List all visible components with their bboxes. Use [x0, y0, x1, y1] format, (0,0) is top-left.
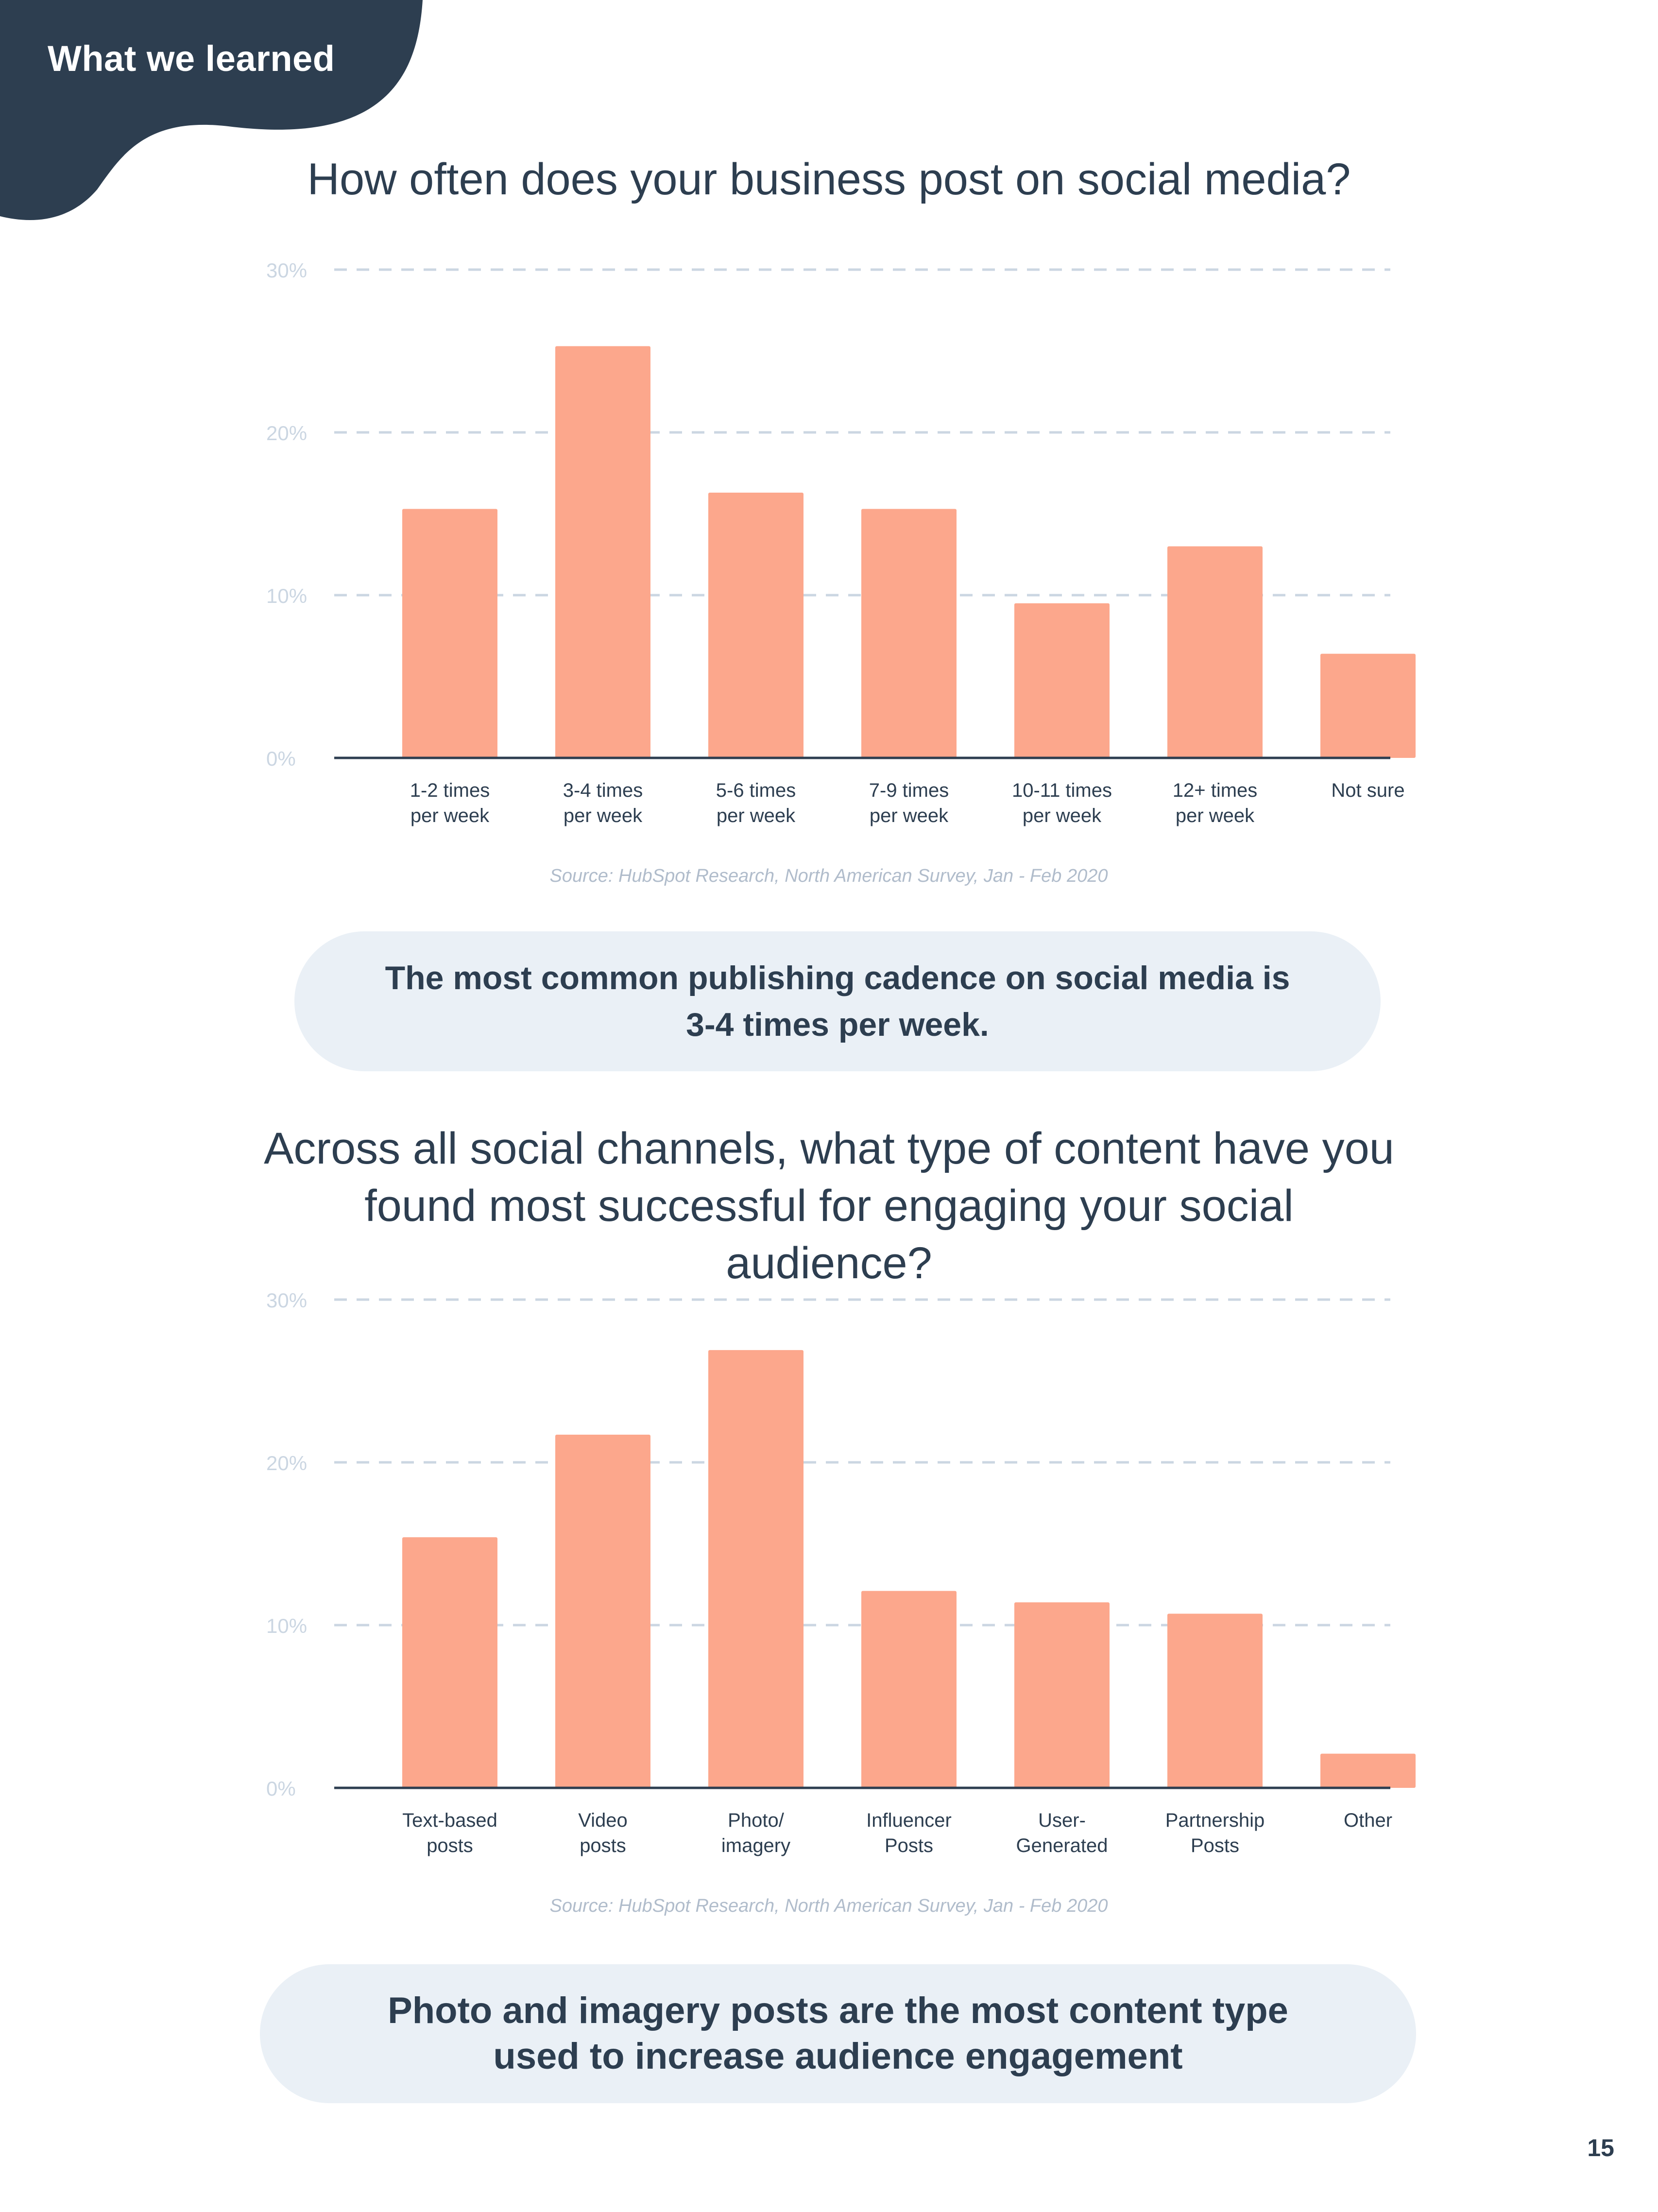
chart-1-source: Source: HubSpot Research, North American…: [550, 866, 1108, 886]
section-label: What we learned: [48, 38, 335, 79]
chart-2-xtick-label: Photo/: [728, 1810, 785, 1831]
chart-2-title-text: Across all social channels, what type of…: [264, 1124, 1394, 1288]
chart-1-bar: [555, 346, 650, 758]
callout-1: The most common publishing cadence on so…: [294, 931, 1381, 1071]
chart-1-xtick-label: 3-4 times: [563, 780, 643, 801]
chart-1-xtick-label: per week: [1176, 805, 1255, 826]
chart-2-bar: [861, 1591, 957, 1788]
chart-2-xtick-label: posts: [427, 1835, 473, 1856]
callout-1-text: The most common publishing cadence on so…: [385, 960, 1290, 1043]
callout-2-text: Photo and imagery posts are the most con…: [388, 1990, 1288, 2077]
chart-1-title: How often does your business post on soc…: [307, 154, 1351, 204]
callout-2: Photo and imagery posts are the most con…: [260, 1964, 1416, 2103]
chart-2-source: Source: HubSpot Research, North American…: [550, 1896, 1108, 1916]
chart-1-xtick-label: 5-6 times: [716, 780, 796, 801]
chart-2-bar: [1014, 1602, 1110, 1788]
page-number: 15: [1587, 2134, 1614, 2161]
chart-2-title: Across all social channels, what type of…: [0, 1120, 1658, 1292]
chart-2-bar: [1320, 1753, 1416, 1788]
chart-2-ytick-label: 20%: [266, 1452, 307, 1475]
chart-1-bar: [1167, 546, 1263, 758]
corner-blob-shape: [0, 0, 423, 220]
chart-1-xtick-label: per week: [1023, 805, 1102, 826]
chart-1-svg: 0% 10% 20% 30% 1-2 times per week 3-4 times per…: [266, 259, 1416, 886]
chart-2-xtick-label: Text-based: [402, 1810, 497, 1831]
chart-1-ytick-label: 0%: [266, 747, 296, 770]
chart-1-ytick-label: 30%: [266, 259, 307, 282]
chart-1-xtick-label: 7-9 times: [869, 780, 949, 801]
chart-2-xtick-label: Partnership: [1165, 1810, 1265, 1831]
chart-1-xtick-label: Not sure: [1331, 780, 1404, 801]
chart-2-xtick-label: posts: [580, 1835, 626, 1856]
chart-2-xtick-label: Posts: [1191, 1835, 1239, 1856]
chart-2-bar: [708, 1350, 803, 1788]
chart-2-bar: [1167, 1613, 1263, 1788]
chart-2-xtick-label: Generated: [1016, 1835, 1108, 1856]
chart-2-xtick-label: Other: [1344, 1810, 1392, 1831]
chart-1-xtick-label: per week: [870, 805, 949, 826]
chart-2-ytick-label: 0%: [266, 1777, 296, 1800]
chart-2-bar: [402, 1537, 497, 1788]
chart-1-bar: [1014, 603, 1110, 758]
chart-1-bar: [1320, 653, 1416, 758]
chart-1-xtick-label: per week: [564, 805, 643, 826]
chart-2: 0% 10% 20% 30% Text-based posts Video posts Phot…: [0, 1283, 1658, 1972]
chart-1-bar: [402, 509, 497, 758]
chart-2-xtick-label: User-: [1038, 1810, 1086, 1831]
chart-1-xtick-label: per week: [717, 805, 796, 826]
chart-2-xtick-label: Video: [578, 1810, 628, 1831]
chart-1-xtick-label: 1-2 times: [410, 780, 490, 801]
chart-1-bar: [861, 509, 957, 758]
chart-2-svg: 0% 10% 20% 30% Text-based posts Video posts Phot…: [266, 1289, 1416, 1916]
chart-2-bar: [555, 1435, 650, 1788]
chart-1-xtick-label: per week: [410, 805, 490, 826]
chart-1: 0% 10% 20% 30% 1-2 times per week 3-4 times per…: [0, 253, 1658, 943]
chart-2-ytick-label: 30%: [266, 1289, 307, 1312]
chart-2-ytick-label: 10%: [266, 1614, 307, 1637]
chart-2-xtick-label: Posts: [885, 1835, 933, 1856]
chart-2-xtick-label: Influencer: [866, 1810, 952, 1831]
chart-1-ytick-label: 20%: [266, 422, 307, 445]
chart-2-xtick-label: imagery: [721, 1835, 790, 1856]
chart-1-ytick-label: 10%: [266, 584, 307, 607]
chart-1-xtick-label: 10-11 times: [1012, 780, 1112, 801]
chart-1-bar: [708, 492, 803, 758]
chart-1-xtick-label: 12+ times: [1173, 780, 1258, 801]
